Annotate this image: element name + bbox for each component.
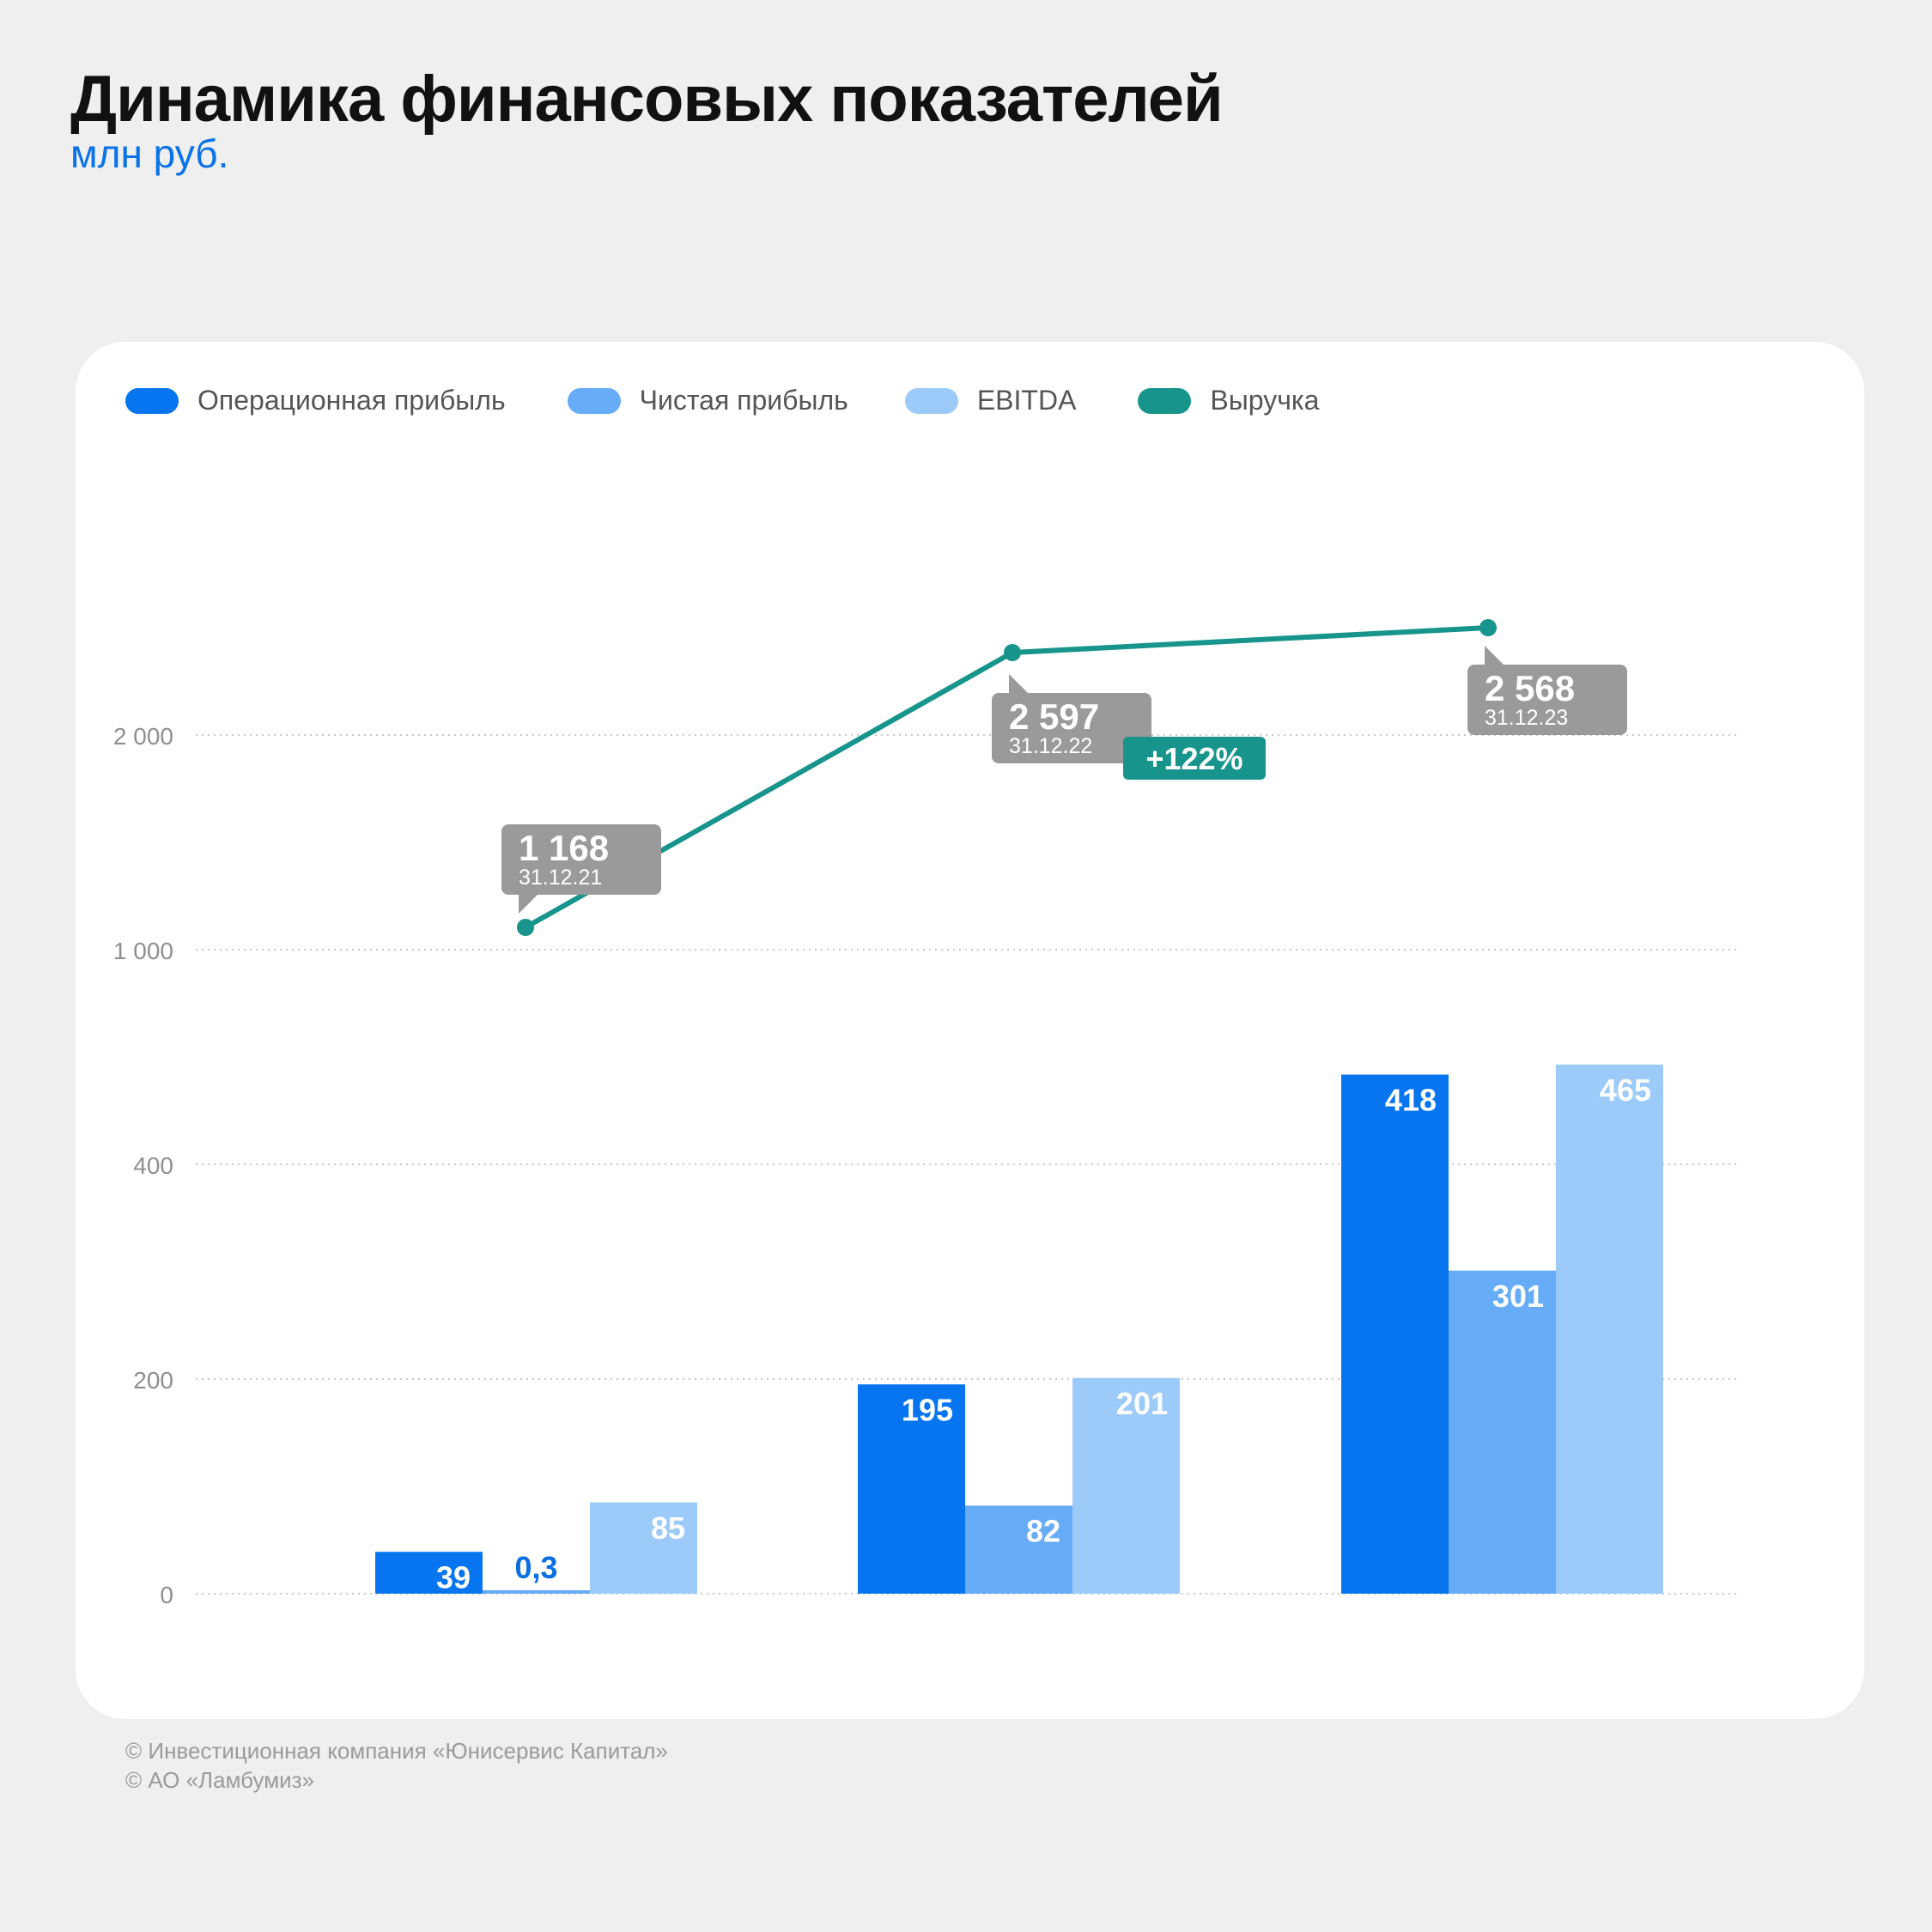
legend-item-revenue: Выручка: [1138, 385, 1319, 416]
bar-value-label: 301: [1492, 1279, 1544, 1314]
callout-tail: [519, 895, 538, 914]
revenue-point: [1479, 619, 1497, 636]
bar-value-label: 39: [436, 1559, 471, 1595]
revenue-date-label: 31.12.22: [1009, 734, 1092, 758]
revenue-point: [517, 919, 534, 936]
legend-swatch-net-profit: [567, 387, 621, 414]
revenue-point: [1004, 644, 1021, 661]
bar: [858, 1384, 965, 1594]
bar-value-label: 195: [902, 1392, 953, 1427]
units-subtitle: млн руб.: [70, 131, 229, 176]
bar: [1556, 1064, 1663, 1594]
legend-label-net-profit: Чистая прибыль: [639, 385, 848, 416]
legend-item-net-profit: Чистая прибыль: [567, 385, 848, 416]
y-tick-label: 1 000: [113, 938, 173, 964]
bar: [590, 1502, 697, 1594]
legend-item-operating-profit: Операционная прибыль: [125, 385, 506, 416]
chart-legend: Операционная прибыль Чистая прибыль EBIT…: [125, 385, 1381, 416]
growth-badge-label: +122%: [1145, 741, 1242, 776]
bar: [1341, 1074, 1449, 1594]
legend-item-ebitda: EBITDA: [904, 385, 1077, 416]
growth-badge: [1123, 737, 1266, 780]
callout-tail: [1485, 646, 1504, 665]
bar-value-label: 201: [1116, 1386, 1168, 1421]
footer-line-2: © АО «Ламбумиз»: [125, 1767, 314, 1793]
legend-label-ebitda: EBITDA: [976, 385, 1077, 416]
legend-swatch-operating-profit: [125, 387, 179, 414]
page-title: Динамика финансовых показателей: [70, 63, 1224, 136]
revenue-date-label: 31.12.23: [1485, 706, 1568, 730]
revenue-date-label: 31.12.21: [519, 866, 602, 890]
revenue-value-label: 2 597: [1009, 696, 1099, 737]
revenue-line: [524, 625, 1489, 930]
bar: [375, 1552, 483, 1594]
bar: [483, 1590, 590, 1594]
bar: [1072, 1377, 1180, 1594]
legend-label-revenue: Выручка: [1210, 385, 1320, 416]
y-tick-label: 400: [133, 1152, 173, 1179]
revenue-callout: [992, 693, 1151, 763]
bar-value-label: 0,3: [514, 1550, 557, 1585]
legend-label-operating-profit: Операционная прибыль: [197, 385, 506, 416]
bar: [1449, 1270, 1556, 1594]
bar-value-label: 465: [1600, 1072, 1651, 1108]
callout-tail: [1009, 674, 1028, 693]
revenue-callout: [1467, 665, 1627, 735]
bar-value-label: 418: [1385, 1083, 1437, 1118]
bar-value-label: 85: [651, 1510, 685, 1546]
footer-copyright: © Инвестиционная компания «Юнисервис Кап…: [125, 1736, 668, 1795]
y-tick-label: 200: [133, 1367, 173, 1394]
y-tick-label: 0: [160, 1582, 173, 1608]
revenue-callout: [501, 824, 661, 895]
footer-line-1: © Инвестиционная компания «Юнисервис Кап…: [125, 1738, 668, 1764]
bar-value-label: 82: [1026, 1514, 1060, 1549]
bar: [965, 1505, 1072, 1594]
revenue-value-label: 1 168: [519, 828, 609, 868]
legend-swatch-revenue: [1138, 387, 1192, 414]
legend-swatch-ebitda: [904, 387, 958, 414]
y-tick-label: 2 000: [113, 723, 173, 750]
revenue-value-label: 2 568: [1485, 668, 1575, 708]
